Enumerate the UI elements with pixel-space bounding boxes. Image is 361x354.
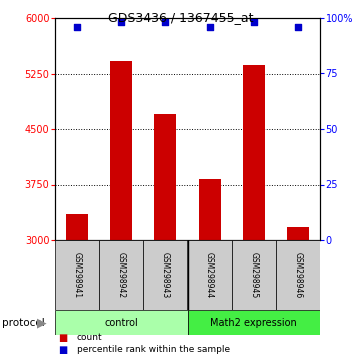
Bar — [199, 179, 221, 240]
Bar — [232, 240, 276, 310]
Bar — [287, 227, 309, 240]
Text: ■: ■ — [58, 333, 68, 343]
Bar — [187, 310, 320, 335]
Text: GSM298942: GSM298942 — [117, 252, 126, 298]
Point — [207, 24, 213, 30]
Text: GSM298941: GSM298941 — [73, 252, 82, 298]
Point — [251, 19, 257, 25]
Point — [118, 19, 124, 25]
Text: percentile rank within the sample: percentile rank within the sample — [77, 346, 230, 354]
Text: GDS3436 / 1367455_at: GDS3436 / 1367455_at — [108, 11, 253, 24]
Bar — [66, 214, 88, 240]
Text: GSM298945: GSM298945 — [249, 252, 258, 298]
Text: Math2 expression: Math2 expression — [210, 318, 297, 327]
Bar — [99, 240, 143, 310]
Bar — [155, 114, 177, 240]
Bar — [187, 240, 232, 310]
Text: control: control — [104, 318, 138, 327]
Text: count: count — [77, 333, 102, 343]
Text: GSM298943: GSM298943 — [161, 252, 170, 298]
Bar — [143, 240, 187, 310]
Point — [295, 24, 301, 30]
Bar — [276, 240, 320, 310]
Bar — [110, 61, 132, 240]
Text: GSM298944: GSM298944 — [205, 252, 214, 298]
Text: GSM298946: GSM298946 — [293, 252, 303, 298]
Point — [74, 24, 80, 30]
Text: ■: ■ — [58, 345, 68, 354]
Text: ▶: ▶ — [37, 316, 46, 329]
Point — [162, 19, 168, 25]
Text: protocol: protocol — [2, 318, 44, 327]
Bar — [243, 65, 265, 240]
Bar — [55, 310, 187, 335]
Bar — [55, 240, 99, 310]
